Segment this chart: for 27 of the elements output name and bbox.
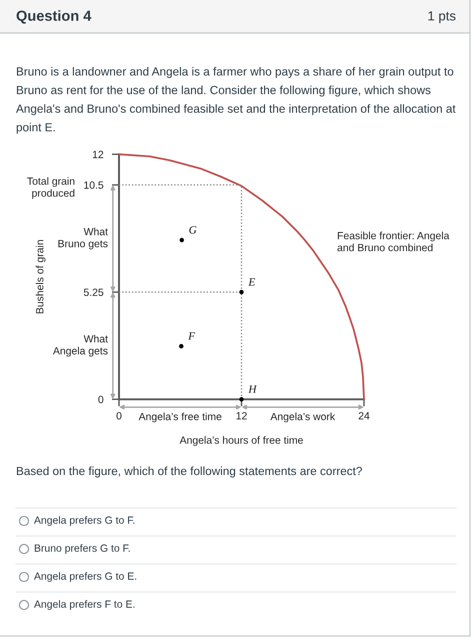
- x-tick-label: 24: [358, 412, 370, 420]
- text: Based on the figure, which of the following statements are correct?: [16, 466, 362, 478]
- text: Angela’s free time: [138, 412, 222, 422]
- y-tick-label: 5.25: [84, 288, 104, 296]
- y-tick-label: 10.5: [84, 181, 104, 189]
- text: Total grain produced: [27, 177, 74, 199]
- y-tick-label: 0: [98, 396, 104, 404]
- text: Bruno prefers G to F.: [34, 544, 130, 554]
- annotation: G: [189, 226, 197, 234]
- text: Bruno is a landowner and Angela is a farmer who pays a share of her grain output to Bruno as rent for the use of the land. Consider the following figure, which shows Angela's and Bruno's combined feasible set and the interpretation of the allocation at point E.: [16, 67, 456, 134]
- x-axis-title: Angela’s hours of free time: [180, 436, 303, 446]
- chart-title: Question 4: [16, 10, 92, 24]
- annotation: E: [248, 278, 256, 286]
- annotation: H: [248, 385, 257, 393]
- text: Angela prefers G to F.: [34, 516, 134, 526]
- x-tick-label: 12: [236, 412, 247, 420]
- text: Angela prefers G to E.: [34, 572, 136, 582]
- text: Angela prefers F to E.: [34, 600, 134, 610]
- x-tick-label: 0: [116, 412, 122, 420]
- text: What Bruno gets: [58, 228, 108, 250]
- text: Angela’s work: [270, 412, 336, 422]
- y-axis-title: Bushels of grain: [36, 240, 46, 314]
- y-tick-label: 12: [92, 150, 104, 158]
- text: What Angela gets: [52, 334, 108, 357]
- series-label: Feasible frontier: Angela and Bruno combined: [337, 232, 450, 252]
- text: 1 pts: [428, 11, 456, 24]
- annotation: F: [188, 332, 196, 340]
